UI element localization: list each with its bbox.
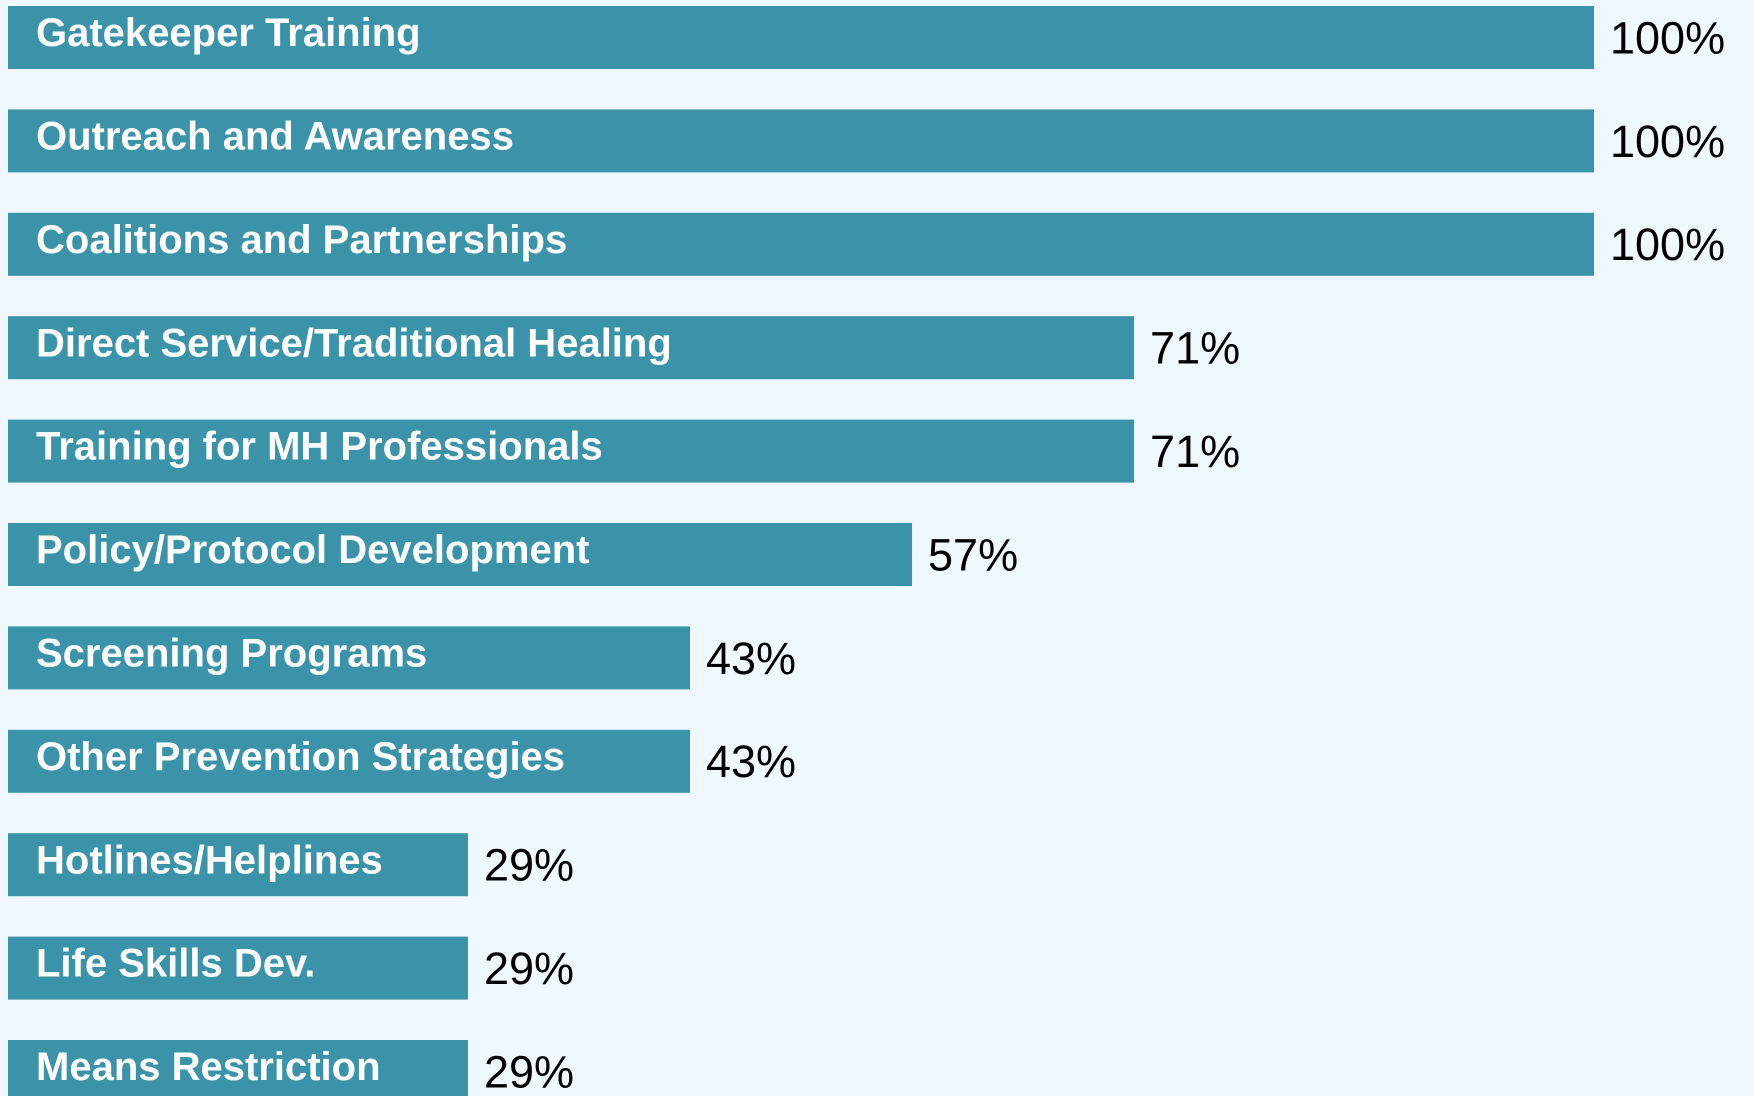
category-label: Other Prevention Strategies	[36, 735, 565, 779]
category-label: Outreach and Awareness	[36, 114, 514, 158]
bar	[8, 316, 1135, 380]
value-label: 57%	[928, 529, 1018, 580]
value-label: 100%	[1610, 116, 1725, 167]
value-label: 43%	[706, 736, 796, 787]
bar	[8, 419, 1135, 483]
category-label: Gatekeeper Training	[36, 11, 421, 55]
bar	[8, 936, 468, 1000]
bar	[8, 1040, 468, 1096]
category-label: Life Skills Dev.	[36, 942, 315, 986]
category-label: Policy/Protocol Development	[36, 528, 589, 572]
value-label: 43%	[706, 633, 796, 684]
value-label: 29%	[484, 840, 574, 891]
bar	[8, 6, 1594, 69]
bar	[8, 523, 913, 586]
category-label: Training for MH Professionals	[36, 425, 603, 469]
bar	[8, 833, 468, 897]
value-label: 100%	[1610, 219, 1725, 270]
category-label: Hotlines/Helplines	[36, 838, 383, 882]
category-label: Means Restriction	[36, 1045, 381, 1089]
bar	[8, 729, 690, 793]
value-label: 71%	[1150, 323, 1240, 374]
value-label: 71%	[1150, 426, 1240, 477]
value-label: 100%	[1610, 12, 1725, 63]
bar	[8, 626, 690, 690]
bar	[8, 109, 1594, 173]
category-label: Coalitions and Partnerships	[36, 218, 567, 262]
category-label: Direct Service/Traditional Healing	[36, 321, 672, 365]
category-label: Screening Programs	[36, 631, 427, 675]
value-label: 29%	[484, 943, 574, 994]
bar	[8, 212, 1594, 276]
value-label: 29%	[484, 1046, 574, 1096]
